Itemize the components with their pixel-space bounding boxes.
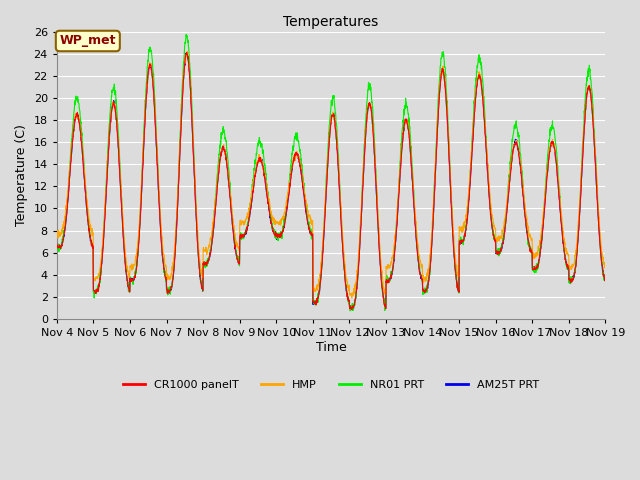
Text: WP_met: WP_met [60,35,116,48]
X-axis label: Time: Time [316,341,346,354]
Legend: CR1000 panelT, HMP, NR01 PRT, AM25T PRT: CR1000 panelT, HMP, NR01 PRT, AM25T PRT [118,375,544,394]
Title: Temperatures: Temperatures [284,15,379,29]
Y-axis label: Temperature (C): Temperature (C) [15,124,28,226]
